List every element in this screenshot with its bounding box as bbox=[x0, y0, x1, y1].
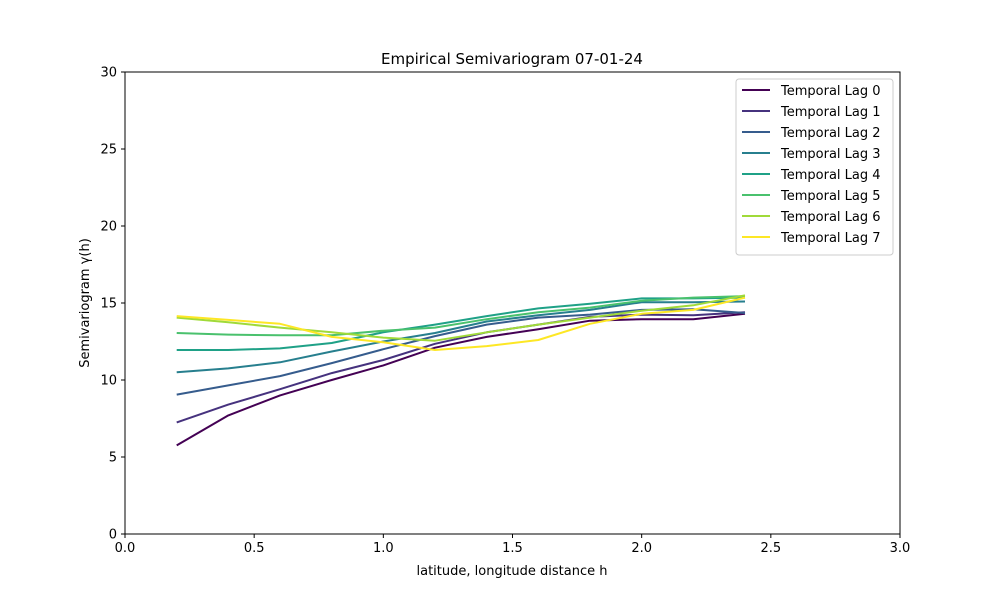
series-line-lag-4 bbox=[176, 296, 746, 351]
chart-title: Empirical Semivariogram 07-01-24 bbox=[381, 50, 643, 68]
legend-label: Temporal Lag 1 bbox=[780, 105, 881, 120]
x-axis: 0.0 0.5 1.0 1.5 2.0 2.5 3.0 bbox=[115, 534, 911, 556]
x-tick-label: 3.0 bbox=[890, 541, 911, 556]
y-axis: 0 5 10 15 20 25 30 bbox=[100, 66, 125, 543]
y-tick-label: 25 bbox=[100, 143, 117, 158]
legend-label: Temporal Lag 6 bbox=[780, 210, 881, 225]
legend: Temporal Lag 0 Temporal Lag 1 Temporal Lag… bbox=[735, 78, 894, 256]
series-line-lag-6 bbox=[176, 294, 746, 342]
x-axis-label: latitude, longitude distance h bbox=[417, 564, 608, 579]
series-line-lag-1 bbox=[176, 311, 746, 424]
series-line-lag-0 bbox=[176, 312, 746, 447]
legend-label: Temporal Lag 7 bbox=[780, 231, 881, 246]
x-tick-label: 2.5 bbox=[760, 541, 781, 556]
series-line-lag-5 bbox=[176, 295, 746, 337]
x-tick-label: 1.0 bbox=[373, 541, 394, 556]
plot-lines bbox=[176, 294, 746, 447]
x-tick-label: 2.0 bbox=[631, 541, 652, 556]
legend-label: Temporal Lag 0 bbox=[780, 84, 881, 99]
y-tick-label: 15 bbox=[100, 297, 117, 312]
y-tick-label: 10 bbox=[100, 374, 117, 389]
legend-label: Temporal Lag 2 bbox=[780, 126, 881, 141]
legend-box bbox=[735, 78, 894, 256]
legend-label: Temporal Lag 4 bbox=[780, 168, 881, 183]
y-axis-label: Semivariogram γ(h) bbox=[78, 238, 93, 368]
x-tick-label: 0.5 bbox=[244, 541, 265, 556]
legend-label: Temporal Lag 3 bbox=[780, 147, 881, 162]
legend-label: Temporal Lag 5 bbox=[780, 189, 881, 204]
y-tick-label: 0 bbox=[109, 528, 117, 543]
x-tick-label: 1.5 bbox=[502, 541, 523, 556]
y-tick-label: 5 bbox=[109, 451, 117, 466]
y-tick-label: 30 bbox=[100, 66, 117, 81]
x-tick-label: 0.0 bbox=[115, 541, 136, 556]
y-tick-label: 20 bbox=[100, 220, 117, 235]
series-line-lag-3 bbox=[176, 300, 746, 374]
series-line-lag-7 bbox=[176, 296, 746, 351]
